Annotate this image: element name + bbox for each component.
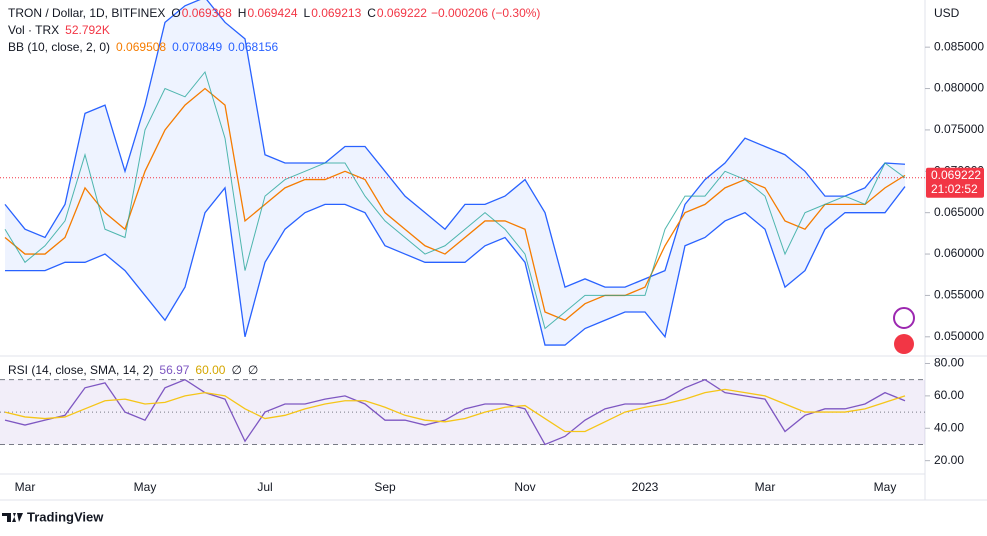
volume-value: 52.792K [65, 23, 110, 37]
ohlc-value: 0.069424 [247, 6, 297, 20]
rsi-value: 60.00 [195, 363, 225, 377]
ohlc-value: 0.069213 [311, 6, 361, 20]
band-fill [5, 0, 905, 346]
y-tick-label: 0.075000 [934, 122, 984, 136]
event-icon[interactable] [893, 307, 915, 329]
currency: USD [934, 6, 960, 20]
y-tick-label: 20.00 [934, 453, 964, 467]
change: −0.000206 (−0.30%) [431, 6, 540, 20]
y-tick-label: 40.00 [934, 420, 964, 434]
bb-value: 0.070849 [172, 40, 222, 54]
x-tick-label: Jul [257, 480, 272, 494]
bb-value: 0.068156 [228, 40, 278, 54]
countdown: 21:02:52 [931, 182, 978, 196]
ohlc-value: 0.069368 [182, 6, 232, 20]
brand-logo [2, 513, 23, 522]
series-line [5, 186, 906, 346]
brand: TradingView [2, 509, 104, 524]
x-tick-label: 2023 [632, 480, 659, 494]
x-tick-label: Sep [374, 480, 396, 494]
y-tick-label: 60.00 [934, 388, 964, 402]
y-tick-label: 0.080000 [934, 81, 984, 95]
bb-value: 0.069508 [116, 40, 166, 54]
series-line [4, 87, 906, 321]
symbol-title: TRON / Dollar, 1D, BITFINEX [8, 6, 165, 20]
rsi-value: ∅ [231, 363, 241, 377]
event-icon[interactable] [894, 334, 914, 354]
y-tick-label: 0.085000 [934, 39, 984, 53]
x-tick-label: Mar [755, 480, 776, 494]
ohlc-label: O [171, 6, 180, 20]
volume-label: Vol · TRX [8, 23, 59, 37]
series-line [4, 388, 906, 433]
series-line [4, 378, 906, 446]
x-tick-label: Nov [514, 480, 535, 494]
series-line [4, 0, 906, 289]
ohlc-value: 0.069222 [377, 6, 427, 20]
rsi-value: 56.97 [159, 363, 189, 377]
ohlc-label: C [367, 6, 376, 20]
price-tag-label: 0.069222 [931, 168, 981, 182]
y-tick-label: 80.00 [934, 356, 964, 370]
price-tag [926, 167, 984, 198]
bb-label: BB (10, close, 2, 0) [8, 40, 110, 54]
series-line [4, 70, 906, 330]
y-tick-label: 0.050000 [934, 329, 984, 343]
y-tick-label: 0.065000 [934, 205, 984, 219]
level-band [0, 379, 925, 445]
rsi-value: ∅ [248, 363, 258, 377]
ohlc-label: L [304, 6, 311, 20]
y-tick-label: 0.060000 [934, 246, 984, 260]
y-tick-label: 0.055000 [934, 288, 984, 302]
x-tick-label: May [134, 480, 157, 494]
ohlc-label: H [238, 6, 247, 20]
x-tick-label: Mar [15, 480, 36, 494]
x-tick-label: May [874, 480, 897, 494]
brand-name: TradingView [27, 509, 104, 524]
rsi-label: RSI (14, close, SMA, 14, 2) [8, 363, 153, 377]
